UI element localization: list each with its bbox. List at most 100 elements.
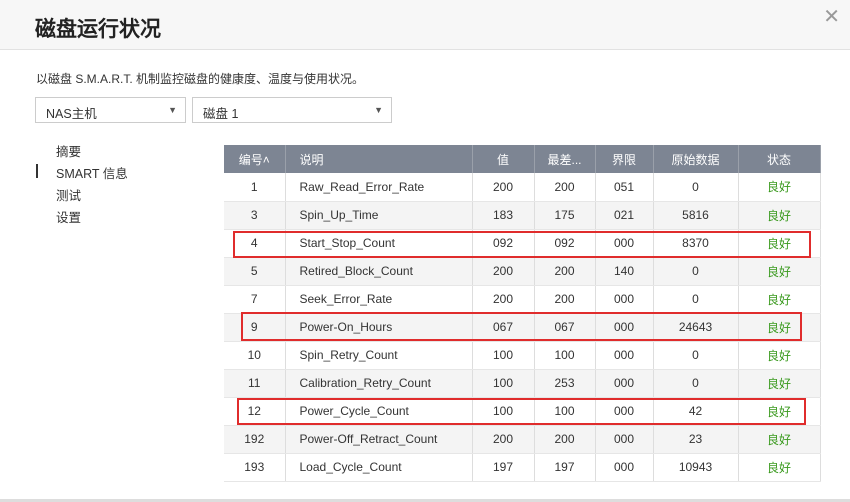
table-cell: 100 bbox=[472, 397, 535, 426]
active-nav-indicator bbox=[36, 164, 38, 178]
table-cell: 092 bbox=[534, 229, 596, 258]
nav-summary[interactable]: 摘要 bbox=[56, 145, 82, 159]
bottom-divider bbox=[0, 499, 850, 502]
table-cell: 100 bbox=[534, 341, 596, 370]
nav-settings[interactable]: 设置 bbox=[56, 211, 82, 225]
table-cell: 良好 bbox=[738, 425, 821, 454]
host-select[interactable]: NAS主机 ▼ bbox=[35, 97, 186, 123]
table-cell: 23 bbox=[653, 425, 739, 454]
table-cell: 200 bbox=[534, 173, 596, 202]
table-cell: 3 bbox=[224, 201, 286, 230]
table-cell: 200 bbox=[534, 425, 596, 454]
table-cell: 000 bbox=[595, 369, 654, 398]
table-row[interactable]: 5 Retired_Block_Count 200 200 140 0 良好 bbox=[224, 257, 821, 286]
table-cell: 11 bbox=[224, 369, 286, 398]
table-cell: 良好 bbox=[738, 257, 821, 286]
table-cell: 000 bbox=[595, 229, 654, 258]
table-cell: Calibration_Retry_Count bbox=[285, 369, 473, 398]
table-cell: 140 bbox=[595, 257, 654, 286]
table-cell: 253 bbox=[534, 369, 596, 398]
table-cell: 9 bbox=[224, 313, 286, 342]
column-header[interactable]: 值 bbox=[472, 145, 535, 173]
table-cell: 100 bbox=[472, 369, 535, 398]
table-cell: Seek_Error_Rate bbox=[285, 285, 473, 314]
table-row[interactable]: 9 Power-On_Hours 067 067 000 24643 良好 bbox=[224, 313, 821, 342]
table-cell: 10943 bbox=[653, 453, 739, 482]
table-cell: 12 bbox=[224, 397, 286, 426]
table-cell: Power-On_Hours bbox=[285, 313, 473, 342]
table-cell: Start_Stop_Count bbox=[285, 229, 473, 258]
table-cell: Load_Cycle_Count bbox=[285, 453, 473, 482]
dialog-title: 磁盘运行状况 bbox=[35, 18, 161, 41]
table-row[interactable]: 193 Load_Cycle_Count 197 197 000 10943 良好 bbox=[224, 453, 821, 482]
table-cell: 067 bbox=[534, 313, 596, 342]
table-cell: 183 bbox=[472, 201, 535, 230]
table-cell: 000 bbox=[595, 313, 654, 342]
table-cell: 4 bbox=[224, 229, 286, 258]
nav-smart-info[interactable]: SMART 信息 bbox=[56, 167, 128, 181]
table-cell: Spin_Retry_Count bbox=[285, 341, 473, 370]
table-cell: 良好 bbox=[738, 173, 821, 202]
table-cell: 175 bbox=[534, 201, 596, 230]
table-cell: 092 bbox=[472, 229, 535, 258]
disk-select[interactable]: 磁盘 1 ▼ bbox=[192, 97, 392, 123]
table-row[interactable]: 192 Power-Off_Retract_Count 200 200 000 23 良好 bbox=[224, 425, 821, 454]
table-cell: 42 bbox=[653, 397, 739, 426]
table-cell: 000 bbox=[595, 285, 654, 314]
close-icon[interactable]: ✕ bbox=[823, 6, 840, 28]
table-cell: Spin_Up_Time bbox=[285, 201, 473, 230]
table-cell: 良好 bbox=[738, 341, 821, 370]
table-cell: Raw_Read_Error_Rate bbox=[285, 173, 473, 202]
table-cell: 5 bbox=[224, 257, 286, 286]
table-cell: 000 bbox=[595, 397, 654, 426]
table-row[interactable]: 11 Calibration_Retry_Count 100 253 000 0 良好 bbox=[224, 369, 821, 398]
table-cell: 200 bbox=[472, 173, 535, 202]
table-cell: 051 bbox=[595, 173, 654, 202]
table-cell: 0 bbox=[653, 369, 739, 398]
table-cell: 000 bbox=[595, 453, 654, 482]
table-row[interactable]: 4 Start_Stop_Count 092 092 000 8370 良好 bbox=[224, 229, 821, 258]
table-cell: Power_Cycle_Count bbox=[285, 397, 473, 426]
table-cell: 7 bbox=[224, 285, 286, 314]
column-header[interactable]: 最差... bbox=[534, 145, 596, 173]
table-cell: 良好 bbox=[738, 369, 821, 398]
table-cell: 0 bbox=[653, 341, 739, 370]
table-cell: 197 bbox=[472, 453, 535, 482]
chevron-down-icon: ▼ bbox=[168, 105, 177, 115]
table-cell: 200 bbox=[472, 285, 535, 314]
column-header[interactable]: 原始数据 bbox=[653, 145, 739, 173]
disk-select-value: 磁盘 1 bbox=[203, 107, 239, 121]
table-cell: 200 bbox=[472, 257, 535, 286]
chevron-down-icon: ▼ bbox=[374, 105, 383, 115]
table-cell: 10 bbox=[224, 341, 286, 370]
column-header[interactable]: 说明 bbox=[285, 145, 473, 173]
table-cell: 良好 bbox=[738, 285, 821, 314]
table-cell: 0 bbox=[653, 173, 739, 202]
table-cell: 5816 bbox=[653, 201, 739, 230]
nav-test[interactable]: 测试 bbox=[56, 189, 82, 203]
table-cell: Power-Off_Retract_Count bbox=[285, 425, 473, 454]
table-row[interactable]: 12 Power_Cycle_Count 100 100 000 42 良好 bbox=[224, 397, 821, 426]
table-cell: Retired_Block_Count bbox=[285, 257, 473, 286]
table-row[interactable]: 1 Raw_Read_Error_Rate 200 200 051 0 良好 bbox=[224, 173, 821, 202]
column-header[interactable]: 状态 bbox=[738, 145, 821, 173]
table-cell: 24643 bbox=[653, 313, 739, 342]
table-cell: 021 bbox=[595, 201, 654, 230]
table-cell: 良好 bbox=[738, 229, 821, 258]
host-select-value: NAS主机 bbox=[46, 107, 97, 121]
table-cell: 良好 bbox=[738, 201, 821, 230]
table-cell: 0 bbox=[653, 257, 739, 286]
table-cell: 000 bbox=[595, 425, 654, 454]
table-row[interactable]: 10 Spin_Retry_Count 100 100 000 0 良好 bbox=[224, 341, 821, 370]
table-cell: 000 bbox=[595, 341, 654, 370]
column-header[interactable]: 编号˄ bbox=[224, 145, 286, 173]
table-cell: 0 bbox=[653, 285, 739, 314]
table-cell: 1 bbox=[224, 173, 286, 202]
table-row[interactable]: 7 Seek_Error_Rate 200 200 000 0 良好 bbox=[224, 285, 821, 314]
table-row[interactable]: 3 Spin_Up_Time 183 175 021 5816 良好 bbox=[224, 201, 821, 230]
table-cell: 100 bbox=[534, 397, 596, 426]
table-cell: 良好 bbox=[738, 453, 821, 482]
table-cell: 067 bbox=[472, 313, 535, 342]
column-header[interactable]: 界限 bbox=[595, 145, 654, 173]
table-cell: 192 bbox=[224, 425, 286, 454]
